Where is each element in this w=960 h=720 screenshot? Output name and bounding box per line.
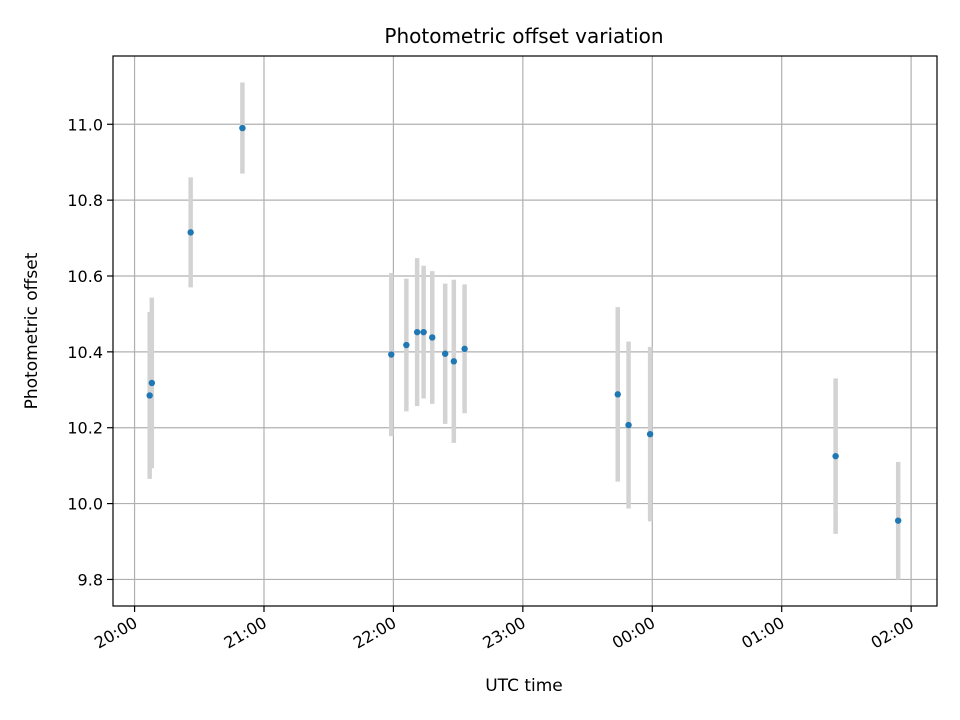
data-point [450,358,458,365]
data-point [441,350,449,357]
data-point [894,517,902,524]
data-point [413,328,421,336]
data-point [429,334,436,341]
y-tick-label: 10.6 [67,267,103,286]
y-tick-label: 9.8 [78,570,103,589]
y-axis-ticks: 9.8 10.0 10.2 10.4 10.6 10.8 11.0 [67,115,113,589]
data-point [146,392,153,399]
y-tick-label: 10.4 [67,343,103,362]
grid [113,56,937,606]
data-point [239,124,246,132]
data-point [461,345,468,353]
data-point [388,351,395,358]
y-axis-label: Photometric offset [22,252,42,409]
y-tick-label: 10.2 [67,419,103,438]
data-points [146,124,902,524]
data-point [403,341,410,349]
x-axis-label: UTC time [485,676,563,696]
y-tick-label: 10.0 [67,495,103,514]
data-point [614,391,621,398]
data-point [832,452,839,460]
chart-title: Photometric offset variation [384,24,663,48]
y-tick-label: 10.8 [67,191,103,210]
data-point [625,421,632,429]
data-point [420,328,427,336]
data-point [646,430,654,438]
y-tick-label: 11.0 [67,115,103,134]
plot-frame [112,55,938,607]
data-point [187,229,194,236]
data-point [148,379,156,387]
